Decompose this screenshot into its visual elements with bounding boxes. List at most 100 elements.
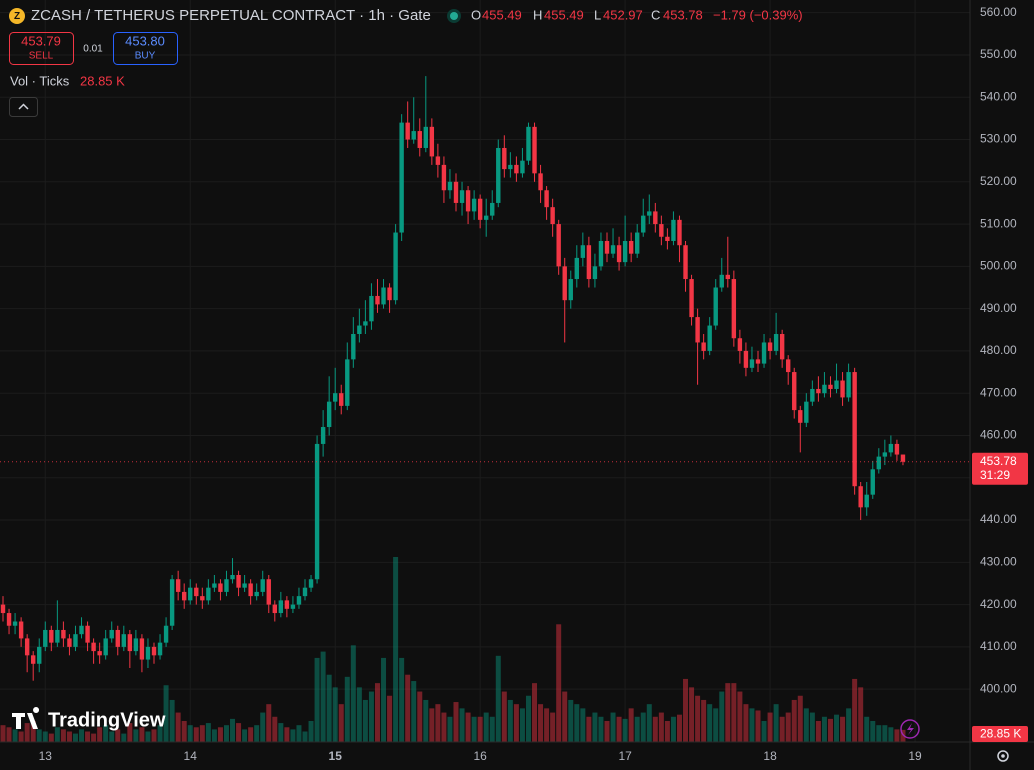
volume-tag bbox=[972, 726, 1028, 742]
volume-bar bbox=[254, 725, 260, 742]
volume-bar bbox=[803, 708, 809, 742]
candle-body bbox=[761, 342, 767, 364]
y-tick-label: 460.00 bbox=[980, 428, 1017, 442]
ohlc-change: −1.79 (−0.39%) bbox=[713, 7, 803, 22]
buy-label: BUY bbox=[135, 51, 156, 62]
spread: 0.01 bbox=[83, 44, 103, 55]
candle-body bbox=[0, 604, 6, 614]
symbol-title[interactable]: ZCASH / TETHERUS PERPETUAL CONTRACT · 1h… bbox=[31, 7, 431, 24]
candle-body bbox=[779, 334, 785, 360]
volume-bar bbox=[586, 716, 592, 742]
x-tick-label: 13 bbox=[39, 749, 53, 763]
sell-button[interactable] bbox=[9, 32, 74, 65]
volume-bar bbox=[284, 727, 290, 742]
volume-bar bbox=[72, 733, 78, 742]
candle-body bbox=[852, 372, 857, 487]
volume-bar bbox=[193, 727, 199, 742]
volume-bar bbox=[368, 691, 374, 742]
volume-bar bbox=[725, 683, 731, 742]
candle-body bbox=[103, 638, 108, 656]
candle-body bbox=[151, 646, 157, 656]
candle-body bbox=[490, 202, 495, 216]
volume-bar bbox=[562, 691, 568, 742]
volume-bar bbox=[719, 691, 725, 742]
volume-bar bbox=[689, 687, 695, 742]
candle-body bbox=[804, 401, 809, 423]
candle-body bbox=[689, 279, 694, 318]
candle-body bbox=[18, 621, 24, 639]
axes: 400.00410.00420.00430.00440.00450.00460.… bbox=[0, 5, 1028, 763]
coin-glyph: Z bbox=[14, 11, 20, 22]
settings-button[interactable] bbox=[997, 750, 1009, 762]
ohlc-l-label: L bbox=[594, 7, 601, 22]
candle-body bbox=[882, 452, 888, 457]
volume-bar bbox=[387, 695, 393, 742]
candle-body bbox=[743, 350, 749, 368]
candle-body bbox=[73, 634, 78, 647]
volume-bar bbox=[199, 725, 205, 742]
volume-bar bbox=[151, 729, 157, 742]
volume-bar bbox=[169, 699, 175, 742]
flash-button[interactable] bbox=[900, 719, 920, 739]
candle-body bbox=[290, 604, 296, 609]
volume-bar bbox=[145, 731, 151, 742]
volume-bar bbox=[314, 657, 320, 742]
volume-bar bbox=[163, 685, 169, 742]
volume-bar bbox=[532, 683, 538, 742]
volume-bar bbox=[308, 720, 314, 742]
volume-bar bbox=[888, 727, 894, 742]
ohlc-o-label: O bbox=[471, 7, 481, 22]
candle-body bbox=[441, 164, 447, 191]
volume-bar bbox=[441, 712, 447, 742]
volume-bar bbox=[393, 557, 399, 742]
volume-bar bbox=[429, 708, 435, 742]
candle-body bbox=[218, 583, 223, 592]
volume-bar bbox=[495, 655, 501, 742]
candle-body bbox=[471, 198, 477, 212]
candle-body bbox=[447, 181, 453, 191]
candle-body bbox=[375, 295, 380, 305]
ohlc-h-label: H bbox=[533, 7, 542, 22]
volume-bar bbox=[381, 657, 387, 742]
y-tick-label: 550.00 bbox=[980, 47, 1017, 61]
ohlc-c-label: C bbox=[651, 7, 660, 22]
volume-bar bbox=[133, 729, 139, 742]
buy-button[interactable] bbox=[113, 32, 178, 65]
candles bbox=[0, 76, 906, 681]
candle-body bbox=[695, 317, 700, 343]
volume-bar bbox=[598, 716, 604, 742]
candle-body bbox=[194, 587, 199, 597]
candle-body bbox=[767, 342, 773, 351]
volume-bar bbox=[864, 716, 870, 742]
candle-body bbox=[351, 334, 356, 360]
volume-bar bbox=[628, 708, 634, 742]
volume-bar bbox=[737, 691, 743, 742]
candle-body bbox=[792, 372, 797, 411]
volume-bar bbox=[181, 720, 187, 742]
volume-bar bbox=[260, 712, 266, 742]
candle-body bbox=[260, 579, 265, 592]
collapse-button[interactable] bbox=[9, 97, 38, 117]
volume-bar bbox=[731, 683, 737, 742]
ohlc-low: 452.97 bbox=[603, 7, 643, 22]
volume-bar bbox=[556, 624, 562, 742]
volume-bar bbox=[900, 729, 906, 742]
candle-body bbox=[284, 600, 290, 609]
volume-bar bbox=[538, 704, 544, 742]
volume-bar bbox=[175, 712, 181, 742]
candle-body bbox=[707, 325, 712, 351]
volume-bar bbox=[610, 712, 616, 742]
volume-bar bbox=[840, 716, 846, 742]
volume-bar bbox=[290, 729, 296, 742]
candle-body bbox=[453, 181, 459, 203]
volume-bar bbox=[707, 704, 713, 742]
candle-body bbox=[671, 219, 676, 241]
volume-bar bbox=[103, 725, 109, 742]
candle-body bbox=[302, 587, 308, 597]
candle-body bbox=[822, 384, 827, 394]
coin-icon bbox=[9, 8, 25, 24]
candle-body bbox=[659, 224, 664, 237]
y-tick-label: 480.00 bbox=[980, 343, 1017, 357]
volume-bar bbox=[411, 681, 417, 742]
candle-body bbox=[236, 574, 241, 588]
